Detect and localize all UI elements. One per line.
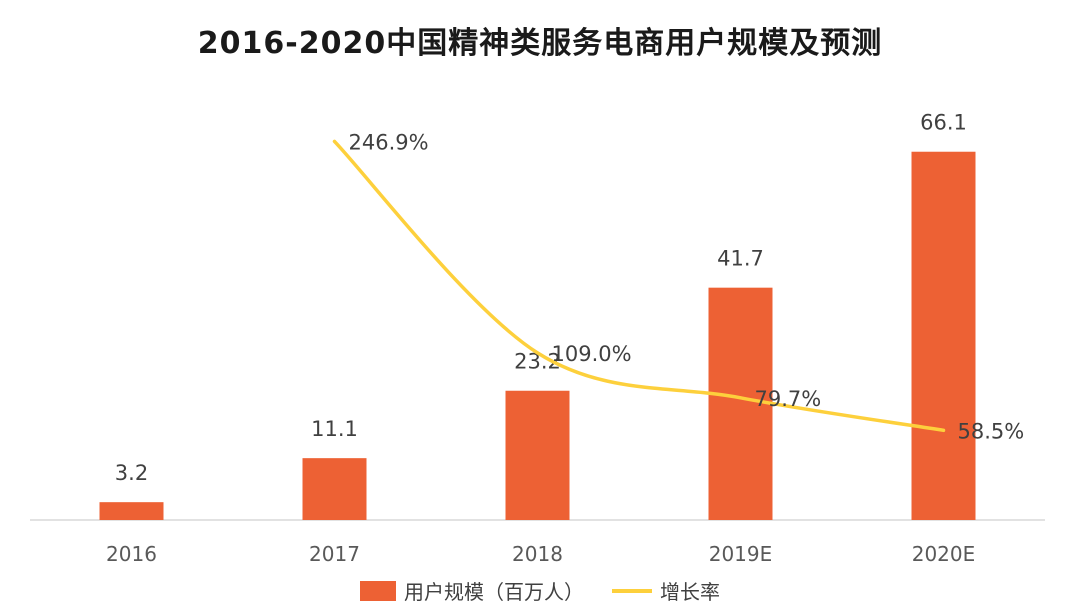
x-tick-label-0: 2016 bbox=[106, 542, 157, 566]
bar-1 bbox=[302, 458, 367, 520]
x-tick-label-1: 2017 bbox=[309, 542, 360, 566]
x-tick-label-2: 2018 bbox=[512, 542, 563, 566]
growth-rate-line bbox=[332, 139, 946, 433]
legend-item-bars: 用户规模（百万人） bbox=[360, 576, 584, 605]
bar-0 bbox=[99, 502, 164, 520]
bar-value-label-0: 3.2 bbox=[115, 461, 148, 485]
growth-rate-label-3: 79.7% bbox=[755, 387, 822, 411]
chart-title: 2016-2020中国精神类服务电商用户规模及预测 bbox=[197, 26, 883, 61]
growth-rate-label-1: 246.9% bbox=[349, 130, 429, 154]
bar-4 bbox=[911, 151, 976, 520]
bar-value-label-1: 11.1 bbox=[311, 417, 358, 441]
legend-line-label: 增长率 bbox=[660, 580, 720, 604]
growth-rate-point-4 bbox=[942, 428, 945, 432]
growth-rate-label-4: 58.5% bbox=[958, 419, 1025, 443]
legend-bar-swatch bbox=[360, 580, 396, 601]
legend-item-line: 增长率 bbox=[612, 576, 720, 605]
bar-value-label-3: 41.7 bbox=[717, 247, 764, 271]
x-tick-label-4: 2020E bbox=[912, 542, 976, 566]
growth-rate-point-1 bbox=[333, 139, 336, 143]
legend-line-swatch bbox=[612, 588, 652, 593]
x-tick-label-3: 2019E bbox=[709, 542, 773, 566]
legend: 用户规模（百万人） 增长率 bbox=[0, 576, 1080, 605]
legend-bar-label: 用户规模（百万人） bbox=[404, 580, 584, 604]
growth-rate-label-2: 109.0% bbox=[552, 342, 632, 366]
bar-value-label-4: 66.1 bbox=[920, 111, 967, 135]
bar-3 bbox=[708, 287, 773, 520]
growth-rate-point-2 bbox=[536, 351, 539, 355]
bar-2 bbox=[505, 390, 570, 520]
growth-rate-point-3 bbox=[739, 396, 742, 400]
